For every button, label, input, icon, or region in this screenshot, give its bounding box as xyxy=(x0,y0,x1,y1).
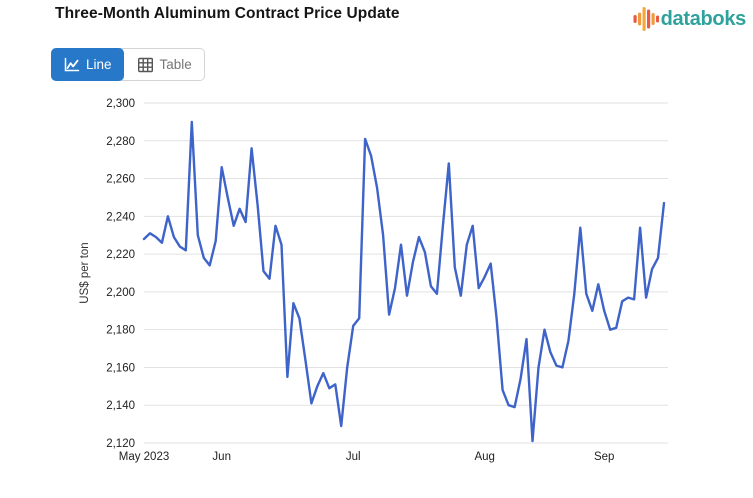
line-view-button[interactable]: Line xyxy=(51,48,124,81)
x-axis-tick-label: Jun xyxy=(212,451,231,463)
view-toggle: Line Table xyxy=(51,48,205,81)
table-view-button[interactable]: Table xyxy=(119,48,205,81)
databoks-logo-text: databoks xyxy=(660,7,747,30)
y-axis-tick-label: 2,120 xyxy=(106,438,135,450)
x-axis-tick-label: Jul xyxy=(346,451,361,463)
price-series-line xyxy=(142,120,666,443)
x-axis-tick-label: Aug xyxy=(474,451,494,463)
x-axis-tick-label: May 2023 xyxy=(119,451,170,463)
chart-area: 2,120 2,140 2,160 2,180 2,200 2,220 2,240 2,260… xyxy=(0,88,753,490)
table-icon xyxy=(137,57,153,72)
x-axis-tick-label: Sep xyxy=(594,451,614,463)
page-title: Three-Month Aluminum Contract Price Upda… xyxy=(55,5,400,22)
y-axis-tick-label: 2,240 xyxy=(106,211,135,223)
table-button-label: Table xyxy=(159,57,192,72)
y-axis-title: US$ per ton xyxy=(79,242,91,303)
price-line-chart: 2,120 2,140 2,160 2,180 2,200 2,220 2,240 2,260… xyxy=(79,98,668,463)
y-axis-tick-label: 2,260 xyxy=(106,174,135,186)
y-axis-tick-label: 2,220 xyxy=(106,249,135,261)
y-axis-tick-label: 2,280 xyxy=(106,136,135,148)
y-axis-tick-label: 2,300 xyxy=(106,98,135,110)
y-axis-tick-label: 2,180 xyxy=(106,325,135,337)
line-chart-icon xyxy=(64,57,80,71)
y-axis-tick-label: 2,200 xyxy=(106,287,135,299)
y-axis-tick-label: 2,160 xyxy=(106,362,135,374)
databoks-logo-icon xyxy=(633,7,659,31)
y-axis-tick-label: 2,140 xyxy=(106,400,135,412)
databoks-logo[interactable]: databoks xyxy=(633,4,746,34)
line-button-label: Line xyxy=(86,57,112,72)
